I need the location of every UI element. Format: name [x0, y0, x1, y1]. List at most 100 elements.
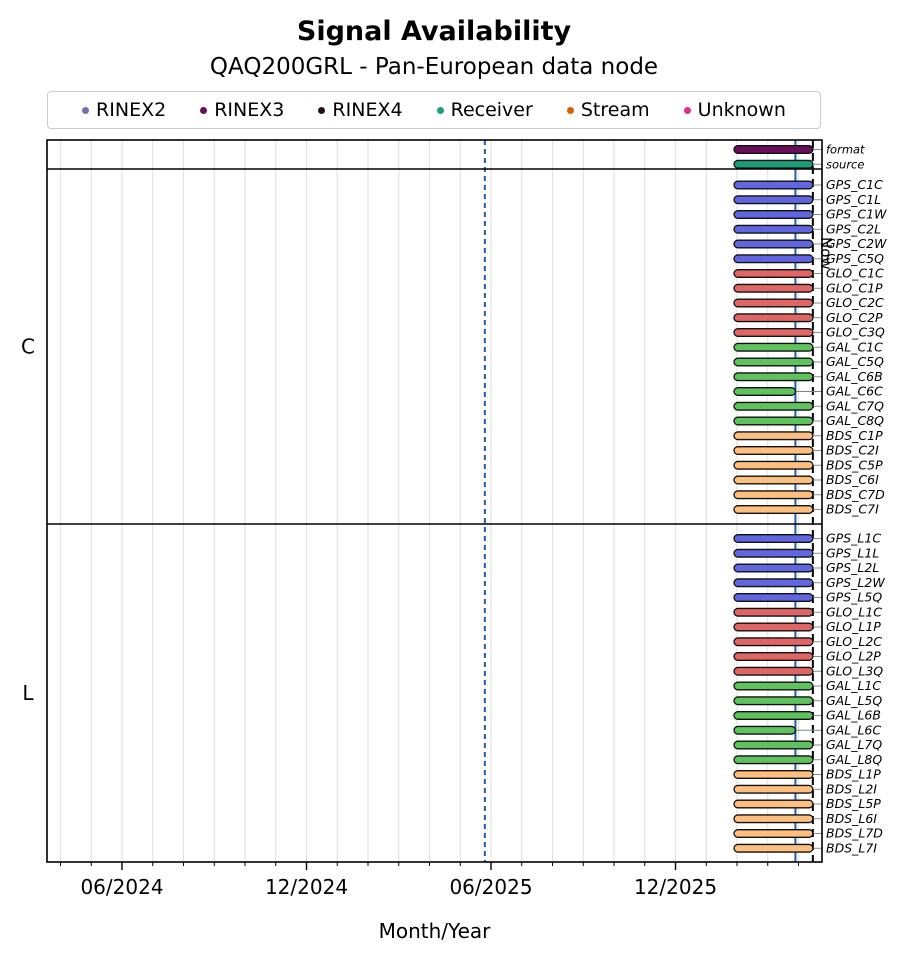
availability-bar — [733, 224, 814, 234]
row-label: BDS_C5P — [826, 457, 883, 472]
legend: RINEX2 RINEX3 RINEX4 Receiver Stream Unknown — [47, 91, 821, 129]
row-label: BDS_L2I — [826, 781, 877, 796]
row-label: GAL_C8Q — [826, 413, 884, 428]
availability-bar — [733, 401, 814, 411]
availability-bar — [733, 755, 814, 765]
row-label: GPS_C2W — [826, 236, 887, 251]
row-label: source — [826, 157, 864, 171]
row-label: BDS_C2I — [826, 443, 879, 458]
row-label: GAL_C5Q — [826, 354, 884, 369]
row-label: GPS_L1C — [826, 531, 881, 546]
legend-entry: Stream — [566, 99, 650, 121]
row-label: GLO_L1P — [826, 619, 881, 634]
availability-bar — [733, 195, 814, 205]
row-label: GAL_C6C — [826, 384, 883, 399]
availability-bar — [733, 548, 814, 558]
row-label: GLO_C2C — [826, 295, 884, 310]
legend-marker — [318, 106, 326, 114]
availability-bar — [733, 814, 814, 824]
availability-bar — [733, 666, 814, 676]
availability-bar — [733, 328, 814, 337]
availability-bar — [733, 829, 814, 838]
row-label: BDS_C6I — [826, 472, 879, 487]
row-label: GAL_C1C — [826, 339, 883, 354]
row-label: GLO_C1C — [826, 266, 884, 281]
availability-bar — [733, 313, 814, 323]
row-label: GPS_L2L — [826, 560, 879, 575]
row-label: GLO_L2P — [826, 649, 881, 664]
legend-label: Stream — [580, 99, 650, 121]
legend-marker — [566, 106, 574, 114]
legend-label: RINEX3 — [214, 99, 285, 121]
legend-entry: RINEX3 — [200, 99, 284, 121]
legend-marker — [82, 106, 90, 114]
row-label: GAL_C6B — [826, 369, 883, 384]
row-label: GAL_L6C — [826, 722, 881, 737]
row-label: GLO_C2P — [826, 310, 883, 325]
availability-bar — [733, 431, 814, 441]
availability-bar — [733, 180, 814, 190]
availability-bar — [733, 696, 814, 706]
row-label: GLO_L2C — [826, 634, 882, 649]
legend-entry: RINEX2 — [82, 99, 166, 121]
availability-bar — [733, 298, 814, 308]
x-tick-label: 12/2024 — [265, 875, 348, 899]
legend-label: Receiver — [450, 99, 533, 121]
availability-bar — [733, 283, 814, 293]
availability-bar — [733, 563, 814, 573]
row-label: GPS_L5Q — [826, 590, 882, 605]
row-label: GPS_C2L — [826, 221, 881, 236]
panel-label: C — [21, 335, 35, 359]
availability-bar — [733, 637, 814, 647]
row-label: GPS_L2W — [826, 575, 885, 590]
row-label: GAL_C7Q — [826, 398, 884, 413]
availability-bar — [733, 622, 814, 632]
availability-bar — [733, 799, 814, 809]
row-label: GLO_L1C — [826, 604, 882, 619]
row-label: GAL_L5Q — [826, 693, 882, 708]
row-label: BDS_C1P — [826, 428, 883, 443]
x-tick-label: 06/2025 — [449, 875, 532, 899]
availability-bar — [733, 239, 814, 249]
availability-bar — [733, 342, 814, 352]
legend-label: RINEX2 — [96, 99, 167, 121]
availability-bar — [733, 210, 814, 219]
plot-frame — [46, 139, 823, 863]
availability-bar — [733, 725, 797, 735]
availability-bar — [733, 652, 814, 661]
availability-bar — [733, 460, 814, 470]
row-label: GPS_C1L — [826, 192, 881, 207]
x-tick-label: 06/2024 — [80, 875, 163, 899]
legend-marker — [200, 106, 208, 114]
row-label: GPS_C5Q — [826, 251, 884, 266]
availability-bar — [733, 357, 814, 367]
row-label: BDS_L1P — [826, 767, 881, 782]
row-label: format — [826, 143, 865, 157]
row-label: GAL_L7Q — [826, 737, 882, 752]
row-label: GAL_L8Q — [826, 752, 882, 767]
availability-bar — [733, 372, 814, 382]
x-tick-label: 12/2025 — [634, 875, 717, 899]
row-label: BDS_L5P — [826, 796, 881, 811]
availability-bar — [733, 578, 814, 588]
row-label: GLO_C1P — [826, 280, 883, 295]
row-label: GPS_L1L — [826, 545, 879, 560]
row-label: BDS_L7D — [826, 826, 883, 841]
availability-bar — [733, 269, 814, 278]
row-label: GPS_C1C — [826, 177, 883, 192]
availability-bar — [733, 607, 814, 617]
availability-bar — [733, 770, 814, 779]
row-label: BDS_L7I — [826, 840, 877, 855]
legend-label: RINEX4 — [332, 99, 403, 121]
availability-bar — [733, 416, 814, 426]
legend-entry: RINEX4 — [318, 99, 403, 121]
panel-label: L — [22, 681, 34, 705]
legend-label: Unknown — [697, 99, 786, 121]
row-label: BDS_L6I — [826, 811, 877, 826]
chart-subtitle: QAQ200GRL - Pan-European data node — [209, 54, 659, 80]
availability-bar — [733, 681, 814, 691]
row-label: GAL_L1C — [826, 678, 881, 693]
row-label: GAL_L6B — [826, 708, 881, 723]
availability-bar — [733, 784, 814, 794]
availability-bar — [733, 505, 814, 514]
